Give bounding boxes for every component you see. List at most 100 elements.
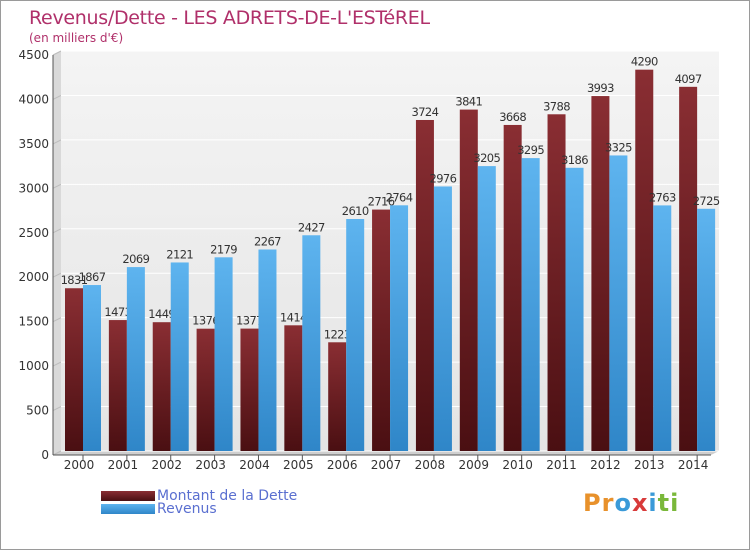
y-tick-label: 4500 xyxy=(18,48,49,62)
data-label-dette: 4290 xyxy=(631,55,658,69)
data-label-revenus: 2069 xyxy=(122,252,149,266)
data-label-dette: 3724 xyxy=(411,105,438,119)
data-label-dette: 2716 xyxy=(368,195,395,209)
gridline-side xyxy=(52,406,62,412)
bar-revenus xyxy=(697,208,716,451)
y-tick-label: 1500 xyxy=(18,315,49,329)
data-label-dette: 1377 xyxy=(236,314,263,328)
x-tick-label: 2008 xyxy=(415,458,446,472)
logo-letter: x xyxy=(631,489,649,517)
gridline-side xyxy=(52,361,62,367)
logo-letter: r xyxy=(601,489,615,517)
data-label-revenus: 2121 xyxy=(166,247,193,261)
data-label-revenus: 2610 xyxy=(342,204,369,218)
bar-dette xyxy=(591,96,610,452)
plot-floor xyxy=(53,451,719,455)
x-tick-label: 2009 xyxy=(459,458,490,472)
legend-item-dette: Montant de la Dette xyxy=(101,488,297,504)
data-label-revenus: 3325 xyxy=(605,140,632,154)
bar-revenus xyxy=(258,249,277,451)
bar-dette xyxy=(372,209,391,451)
y-tick-label: 1000 xyxy=(18,359,49,373)
data-label-revenus: 2976 xyxy=(429,171,456,185)
logo-letter: P xyxy=(583,489,602,517)
data-label-revenus: 2427 xyxy=(298,220,325,234)
data-label-dette: 1223 xyxy=(324,327,351,341)
proxiti-logo: Proxiti xyxy=(583,489,679,517)
bar-dette xyxy=(503,124,522,451)
x-tick-label: 2010 xyxy=(502,458,533,472)
bar-revenus xyxy=(433,186,452,451)
bar-dette xyxy=(459,109,478,452)
legend-swatch-revenus xyxy=(101,504,155,514)
gridline-side xyxy=(52,139,62,145)
chart-title: Revenus/Dette - LES ADRETS-DE-L'ESTéREL xyxy=(29,7,430,29)
x-tick-label: 2001 xyxy=(108,458,139,472)
x-tick-label: 2006 xyxy=(327,458,358,472)
bar-revenus xyxy=(346,219,365,451)
gridline-side xyxy=(52,317,62,323)
y-tick-label: 4000 xyxy=(18,92,49,106)
data-label-dette: 3788 xyxy=(543,99,570,113)
data-label-dette: 3993 xyxy=(587,81,614,95)
data-label-revenus: 1867 xyxy=(79,270,106,284)
data-label-dette: 4097 xyxy=(675,72,702,86)
gridline-side xyxy=(52,50,62,56)
bar-revenus xyxy=(83,285,101,451)
data-label-revenus: 3186 xyxy=(561,153,588,167)
bar-revenus xyxy=(126,267,145,451)
bar-revenus xyxy=(653,205,672,451)
logo-letter: i xyxy=(648,489,658,517)
gridline-side xyxy=(52,183,62,189)
bar-dette xyxy=(328,342,347,451)
gridline-side xyxy=(52,228,62,234)
y-tick-label: 2000 xyxy=(18,270,49,284)
data-label-dette: 3841 xyxy=(455,95,482,109)
bar-revenus xyxy=(390,205,409,451)
bar-dette xyxy=(415,119,434,451)
legend-item-revenus: Revenus xyxy=(101,501,217,517)
gridline-side xyxy=(52,94,62,100)
data-label-dette: 1473 xyxy=(104,305,131,319)
legend-swatch-dette xyxy=(101,491,155,501)
data-label-dette: 1376 xyxy=(192,314,219,328)
bar-dette xyxy=(547,114,566,452)
x-tick-label: 2007 xyxy=(371,458,402,472)
data-label-dette: 1414 xyxy=(280,310,307,324)
x-tick-label: 2011 xyxy=(546,458,577,472)
x-tick-label: 2004 xyxy=(239,458,270,472)
bar-revenus xyxy=(609,155,628,451)
logo-letter: o xyxy=(614,489,632,517)
x-tick-label: 2012 xyxy=(590,458,621,472)
x-tick-label: 2000 xyxy=(64,458,95,472)
y-tick-label: 500 xyxy=(26,404,49,418)
data-label-dette: 1831 xyxy=(61,273,88,287)
y-tick-label: 3500 xyxy=(18,137,49,151)
plot-side-wall xyxy=(53,51,61,455)
data-label-revenus: 3295 xyxy=(517,143,544,157)
logo-letter: i xyxy=(670,489,680,517)
y-tick-label: 2500 xyxy=(18,226,49,240)
data-label-dette: 3668 xyxy=(499,110,526,124)
bar-dette xyxy=(679,86,698,452)
bar-dette xyxy=(240,328,259,451)
bar-revenus xyxy=(170,262,189,451)
y-tick-label: 0 xyxy=(41,448,49,462)
y-tick-label: 3000 xyxy=(18,181,49,195)
x-tick-label: 2003 xyxy=(195,458,226,472)
bar-dette xyxy=(284,325,303,451)
bar-revenus xyxy=(477,166,496,451)
data-label-revenus: 2763 xyxy=(649,190,676,204)
logo-letter: t xyxy=(657,489,671,517)
gridline-side xyxy=(52,450,62,456)
gridline-side xyxy=(52,272,62,278)
legend-label-dette: Montant de la Dette xyxy=(157,488,298,504)
bar-revenus xyxy=(214,257,233,451)
bar-dette xyxy=(108,320,127,451)
x-tick-label: 2002 xyxy=(151,458,182,472)
bar-dette xyxy=(65,288,83,451)
x-tick-label: 2005 xyxy=(283,458,314,472)
data-label-revenus: 2764 xyxy=(386,190,413,204)
